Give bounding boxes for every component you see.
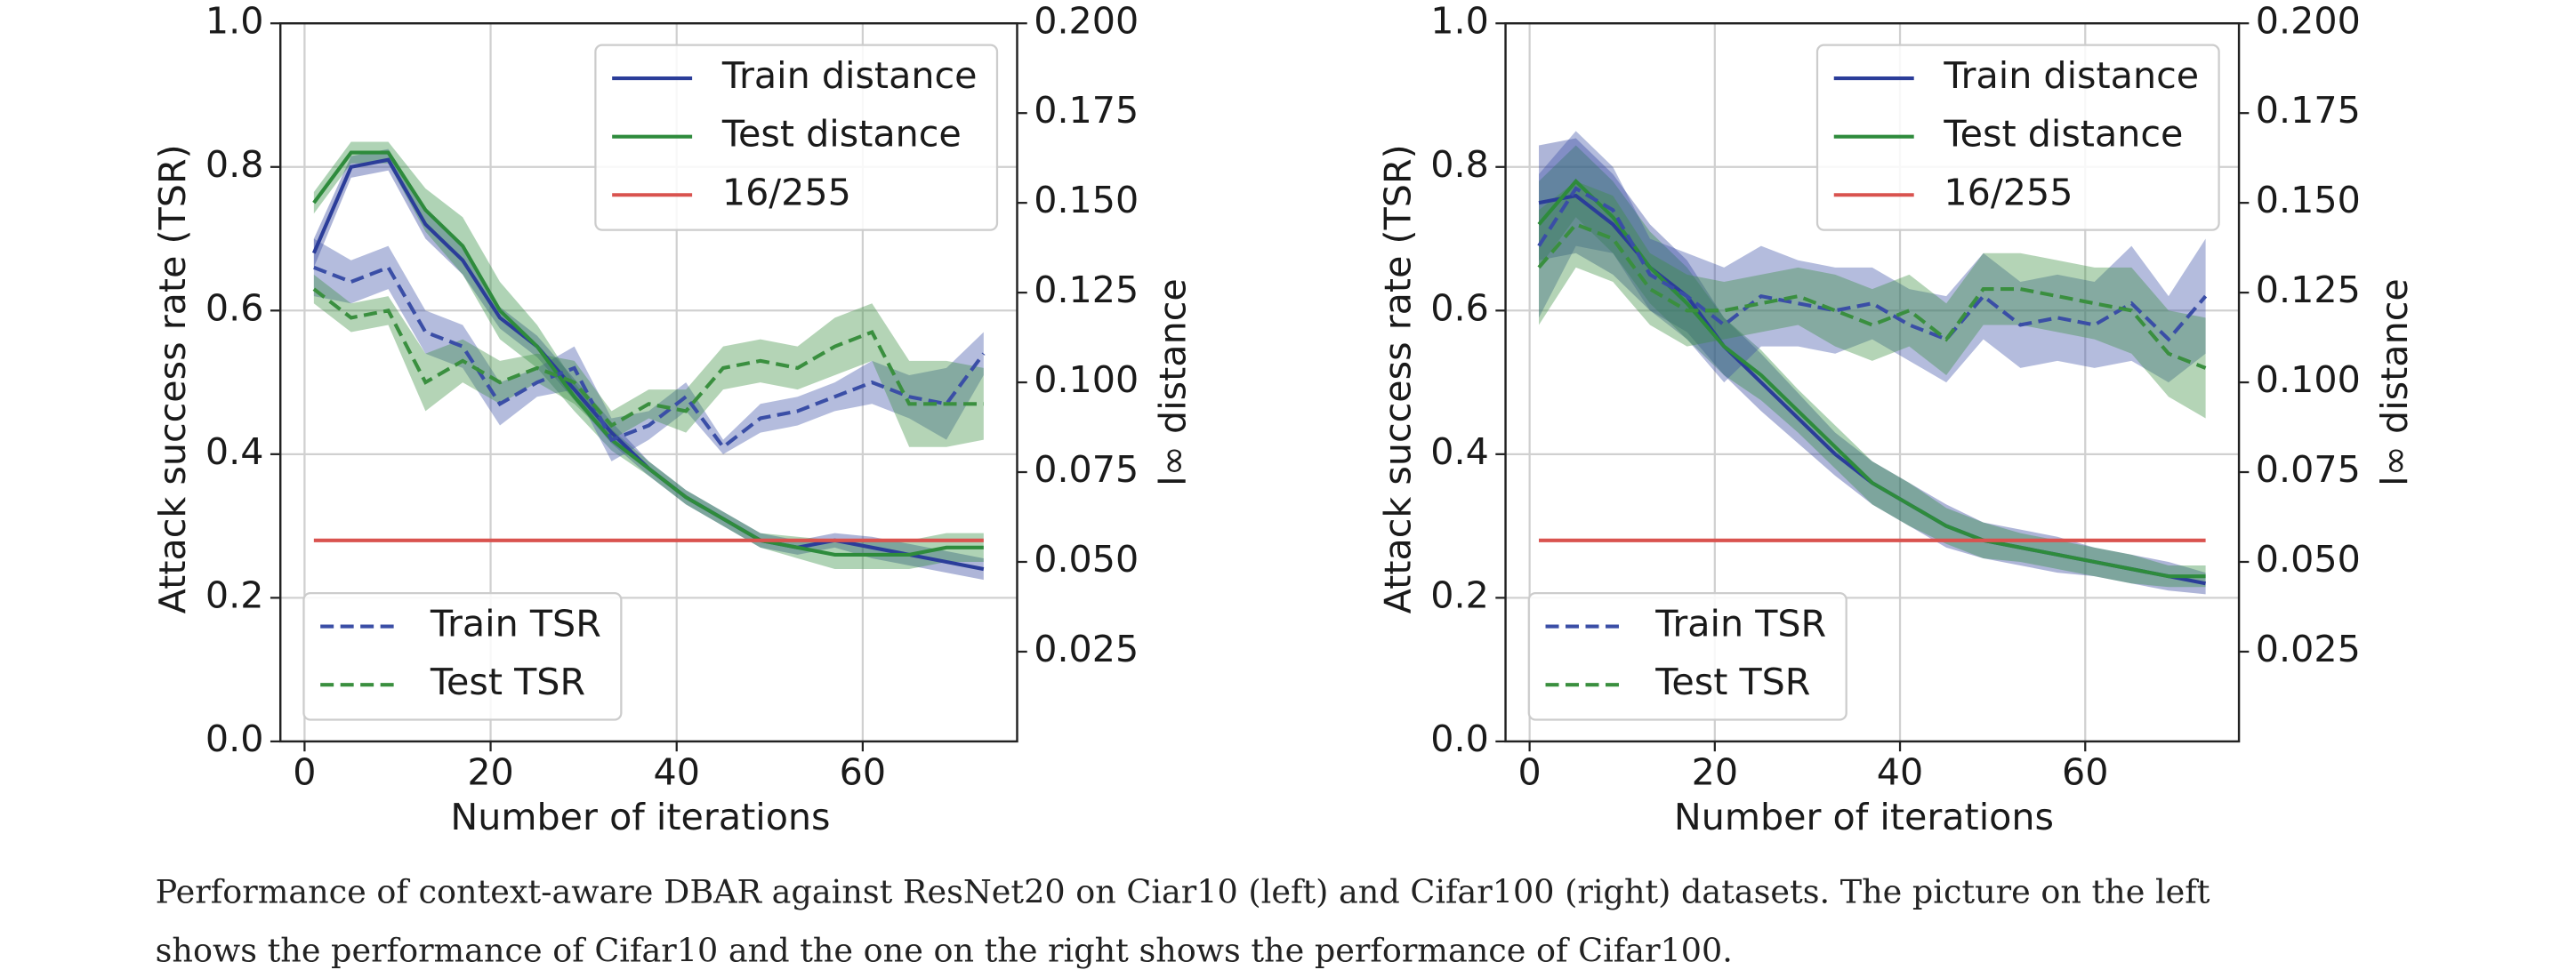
x-tick-label: 20	[467, 750, 513, 793]
y-tick-label: 0.6	[205, 286, 264, 329]
x-tick-label: 0	[293, 750, 316, 793]
legend-label: Train TSR	[430, 603, 601, 645]
legend-label: Train distance	[721, 54, 978, 97]
y2-tick-label: 0.100	[1034, 358, 1139, 401]
caption: Performance of context-aware DBAR agains…	[155, 872, 2210, 970]
legend-box	[1815, 44, 2220, 231]
x-tick-label: 0	[1517, 750, 1541, 793]
x-tick-label: 20	[1692, 750, 1738, 793]
y-tick-label: 0.0	[205, 717, 264, 760]
y2-tick-label: 0.150	[2256, 179, 2361, 221]
x-tick-label: 60	[2062, 750, 2108, 793]
y2-tick-label: 0.200	[1034, 0, 1139, 42]
legend-label: Test TSR	[430, 661, 585, 703]
legend: Train distance Test distance 16/255	[1815, 44, 2220, 231]
legend-label: Test TSR	[1654, 661, 1810, 703]
y-tick-label: 0.8	[1430, 143, 1489, 186]
y-tick-label: 0.4	[205, 430, 264, 473]
y-tick-label: 0.6	[1430, 286, 1489, 329]
legend: Train distance Test distance 16/255	[594, 44, 999, 231]
series-line	[312, 287, 984, 429]
y2-tick-label: 0.075	[1034, 448, 1139, 491]
series-line	[312, 150, 984, 557]
y2-tick-label: 0.025	[2256, 628, 2361, 670]
y-axis-label: Attack success rate (TSR)	[1376, 144, 1419, 613]
y-tick-label: 0.0	[1430, 717, 1489, 760]
y-tick-label: 0.2	[205, 573, 264, 616]
y2-tick-label: 0.175	[1034, 89, 1139, 132]
legend-label: 16/255	[722, 171, 851, 213]
y2-tick-label: 0.025	[1034, 628, 1139, 670]
series-line	[313, 265, 986, 450]
x-tick-label: 60	[840, 750, 886, 793]
y2-tick-label: 0.100	[2256, 358, 2361, 401]
y2-axis-label: l∞ distance	[2373, 278, 2416, 486]
series-line	[1537, 178, 2206, 579]
series-line	[1537, 186, 2208, 342]
y2-tick-label: 0.125	[1034, 269, 1139, 311]
legend: Train TSR Test TSR	[1527, 591, 1847, 721]
plot-frame	[278, 22, 1018, 743]
error-band	[1539, 180, 2206, 419]
y-axis-label: Attack success rate (TSR)	[151, 144, 194, 613]
legend-label: 16/255	[1944, 171, 2073, 213]
plot-frame	[1504, 22, 2241, 743]
chart: 0 20 40 60 0.0 0.2 0.4 0.6 0.8 1.0 0.025 0.050 0.075…	[151, 0, 1194, 838]
caption-box: Performance of context-aware DBAR agains…	[155, 872, 2210, 970]
chart: 0 20 40 60 0.0 0.2 0.4 0.6 0.8 1.0 0.025 0.050 0.075…	[1376, 0, 2416, 838]
y-tick-label: 0.4	[1430, 430, 1489, 473]
error-band	[313, 274, 984, 447]
y-tick-label: 0.2	[1430, 573, 1489, 616]
y-tick-label: 1.0	[205, 0, 264, 42]
legend-label: Test distance	[1943, 113, 2183, 156]
y-tick-label: 0.8	[205, 143, 264, 186]
y2-axis-label: l∞ distance	[1152, 278, 1195, 486]
x-axis-label: Number of iterations	[450, 796, 830, 838]
y2-tick-label: 0.175	[2256, 89, 2361, 132]
y2-tick-label: 0.125	[2256, 269, 2361, 311]
legend-label: Test distance	[721, 113, 962, 156]
x-axis-label: Number of iterations	[1674, 796, 2054, 838]
error-band	[1539, 145, 2206, 588]
legend-label: Train TSR	[1654, 603, 1826, 645]
legend-box	[594, 44, 999, 231]
x-tick-label: 40	[653, 750, 699, 793]
y2-tick-label: 0.050	[2256, 538, 2361, 581]
error-band	[1539, 138, 2206, 595]
legend: Train TSR Test TSR	[302, 591, 623, 721]
y2-tick-label: 0.075	[2256, 448, 2361, 491]
y2-tick-label: 0.050	[1034, 538, 1139, 581]
y2-tick-label: 0.200	[2256, 0, 2361, 42]
x-tick-label: 40	[1877, 750, 1923, 793]
legend-label: Train distance	[1943, 54, 2199, 97]
y2-tick-label: 0.150	[1034, 179, 1139, 221]
y-tick-label: 1.0	[1430, 0, 1489, 42]
